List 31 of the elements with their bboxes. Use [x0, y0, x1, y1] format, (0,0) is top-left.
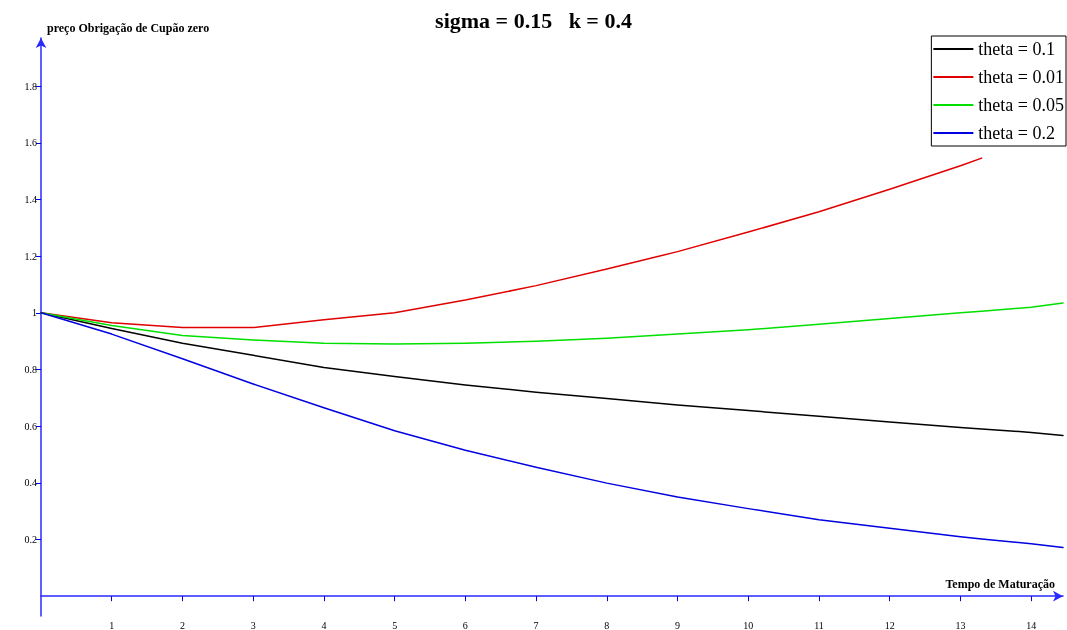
y-tick-label: 0.8 — [24, 364, 37, 375]
x-axis-title: Tempo de Maturação — [945, 577, 1055, 592]
x-tick-label: 9 — [675, 619, 681, 630]
x-tick-label: 10 — [743, 619, 754, 630]
line-series — [40, 157, 983, 329]
y-tick-label: 0.6 — [24, 420, 37, 432]
x-tick-label: 2 — [179, 619, 185, 630]
legend-label: theta = 0.1 — [978, 39, 1056, 59]
x-tick-label: 13 — [955, 619, 966, 630]
x-tick-label: 4 — [321, 619, 327, 630]
y-axis-title: preço Obrigação de Cupão zero — [47, 21, 210, 35]
x-tick-label: 6 — [462, 619, 468, 630]
y-tick-label: 1.4 — [24, 194, 37, 205]
y-tick-label: 1 — [32, 307, 37, 319]
x-tick-label: 7 — [533, 619, 539, 630]
x-tick-label: 11 — [814, 619, 824, 630]
y-tick-label: 1.6 — [24, 137, 37, 149]
legend-label: theta = 0.2 — [978, 123, 1056, 143]
legend-label: theta = 0.01 — [978, 67, 1065, 87]
y-tick-label: 1.8 — [24, 80, 37, 92]
x-tick-label: 5 — [392, 619, 398, 630]
legend-label: theta = 0.05 — [978, 95, 1065, 115]
x-tick-label: 3 — [250, 619, 256, 630]
x-tick-label: 1 — [109, 619, 115, 630]
y-tick-label: 0.4 — [24, 477, 37, 489]
x-tick-label: 12 — [884, 619, 895, 630]
chart-title: sigma = 0.15 k = 0.4 — [435, 7, 632, 33]
x-tick-label: 14 — [1026, 619, 1037, 630]
y-tick-label: 0.2 — [24, 534, 37, 545]
y-tick-label: 1.2 — [24, 250, 37, 262]
x-tick-label: 8 — [604, 619, 610, 630]
